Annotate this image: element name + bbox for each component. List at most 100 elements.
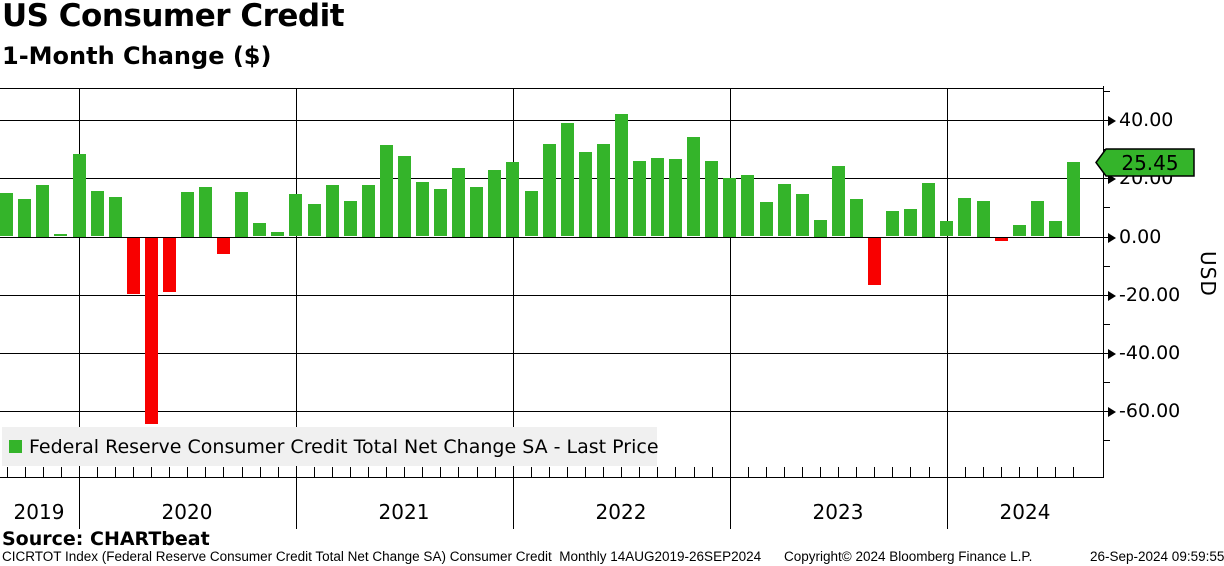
y-axis-tick-arrow-head (1108, 349, 1116, 359)
y-axis-minor-tick (1103, 382, 1110, 383)
month-tick (603, 467, 604, 477)
y-axis-minor-tick (1103, 440, 1110, 441)
year-gridline (79, 88, 80, 477)
month-tick (712, 467, 713, 477)
x-axis-year-label: 2021 (378, 500, 430, 524)
month-tick (513, 467, 514, 477)
month-tick (766, 467, 767, 477)
x-axis-year-label: 2022 (595, 500, 647, 524)
bar-positive (18, 199, 31, 237)
bar-positive (561, 123, 574, 236)
bar-positive (796, 194, 809, 236)
y-axis-tick-arrow-head (1108, 407, 1116, 417)
month-tick (296, 467, 297, 477)
month-tick (278, 467, 279, 477)
month-tick (7, 467, 8, 477)
bar-positive (470, 187, 483, 237)
year-gridline (296, 88, 297, 477)
legend[interactable]: Federal Reserve Consumer Credit Total Ne… (2, 427, 659, 466)
bar-positive (922, 183, 935, 237)
plot-frame-bottom (0, 477, 1103, 478)
bar-positive (615, 114, 628, 237)
bar-positive (651, 158, 664, 236)
y-axis-tick-arrow-head (1108, 291, 1116, 301)
year-gridline (513, 88, 514, 477)
month-tick (169, 467, 170, 477)
month-tick (748, 467, 749, 477)
month-tick (838, 467, 839, 477)
bar-positive (253, 223, 266, 236)
bar-positive (669, 159, 682, 237)
month-tick (910, 467, 911, 477)
y-axis-label: 40.00 (1119, 109, 1174, 131)
bar-negative (217, 238, 230, 254)
bar-positive (452, 168, 465, 237)
y-axis-tick-arrow (1103, 237, 1110, 238)
last-price-value: 25.45 (1121, 151, 1178, 175)
plot-frame-top (0, 88, 1103, 89)
y-gridline (0, 120, 1103, 121)
bar-positive (0, 193, 13, 236)
y-axis-tick-arrow (1103, 120, 1110, 121)
y-axis-tick-arrow (1103, 353, 1110, 354)
bar-positive (886, 211, 899, 236)
bar-positive (597, 144, 610, 237)
month-tick (97, 467, 98, 477)
month-tick (260, 467, 261, 477)
bar-positive (543, 144, 556, 237)
bar-positive (1013, 225, 1026, 236)
x-axis-year-label: 2019 (13, 500, 65, 524)
source-line: Source: CHARTbeat (2, 528, 210, 550)
bar-positive (525, 191, 538, 236)
month-tick (242, 467, 243, 477)
bar-positive (326, 185, 339, 237)
bar-positive (579, 152, 592, 237)
month-tick (61, 467, 62, 477)
bar-positive (832, 166, 845, 236)
y-axis-minor-tick (1103, 91, 1110, 92)
month-tick (567, 467, 568, 477)
legend-swatch-icon (9, 440, 22, 453)
year-divider (513, 477, 514, 529)
timestamp: 26-Sep-2024 09:59:55 (1090, 549, 1224, 564)
bar-positive (741, 175, 754, 236)
month-tick (730, 467, 731, 477)
year-gridline (730, 88, 731, 477)
bar-positive (705, 161, 718, 237)
month-tick (820, 467, 821, 477)
month-tick (350, 467, 351, 477)
month-tick (657, 467, 658, 477)
month-tick (133, 467, 134, 477)
bar-positive (760, 202, 773, 236)
month-tick (223, 467, 224, 477)
bar-positive (308, 204, 321, 236)
month-tick (205, 467, 206, 477)
month-tick (874, 467, 875, 477)
month-tick (79, 467, 80, 477)
bar-positive (977, 201, 990, 237)
bar-positive (1031, 201, 1044, 236)
last-price-tag[interactable]: 25.45 (1094, 146, 1196, 180)
year-gridline (947, 88, 948, 477)
page-subtitle: 1-Month Change ($) (2, 42, 272, 70)
bar-positive (73, 154, 86, 237)
bar-negative (127, 238, 140, 294)
month-tick (25, 467, 26, 477)
month-tick (585, 467, 586, 477)
bar-positive (416, 182, 429, 236)
month-tick (639, 467, 640, 477)
month-tick (784, 467, 785, 477)
month-tick (440, 467, 441, 477)
bar-positive (850, 199, 863, 237)
security-description: CICRTOT Index (Federal Reserve Consumer … (2, 549, 762, 564)
bar-positive (380, 145, 393, 237)
bar-negative (163, 238, 176, 292)
year-divider (947, 477, 948, 529)
month-tick (495, 467, 496, 477)
y-gridline (0, 353, 1103, 354)
y-axis-tick-arrow (1103, 178, 1110, 179)
year-divider (296, 477, 297, 529)
bar-positive (633, 161, 646, 236)
x-axis-year-label: 2024 (999, 500, 1051, 524)
page-title: US Consumer Credit (2, 0, 345, 34)
